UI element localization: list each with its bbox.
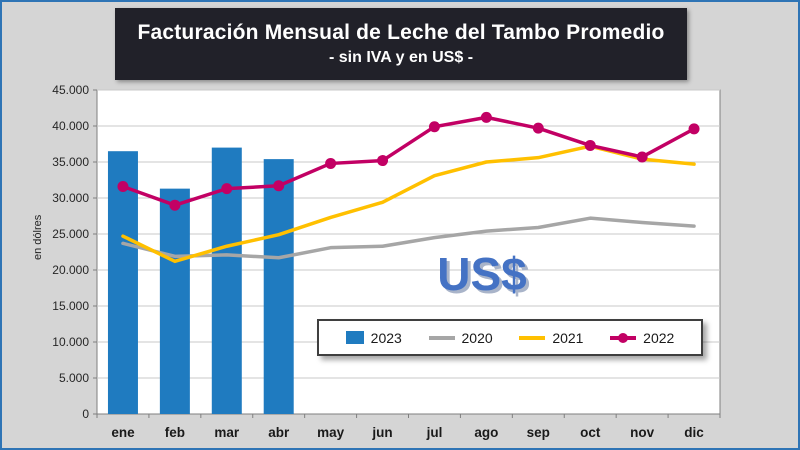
legend-label: 2023 [370,329,402,346]
y-tick-label: 20.000 [52,263,89,277]
x-tick-label: jun [371,425,392,440]
x-tick-label: ene [111,425,135,440]
plot-area [96,89,721,415]
bar [107,151,138,414]
marker [117,180,129,192]
chart-title-box: Facturación Mensual de Leche del Tambo P… [115,8,687,80]
bar [159,188,190,414]
x-tick-label: mar [214,425,240,440]
legend-line-swatch [428,335,455,340]
y-tick-label: 15.000 [52,299,89,313]
x-tick-label: oct [580,425,601,440]
y-tick-label: 30.000 [52,191,89,205]
x-tick-label: may [317,425,345,440]
y-tick-label: 45.000 [52,83,89,97]
chart-legend: 2023 2020 2021 2022 [317,319,703,356]
y-tick-label: 0 [82,407,89,421]
legend-label: 2021 [552,329,584,346]
legend-line-swatch [519,335,546,340]
legend-item-2020: 2020 [428,329,493,346]
marker [221,183,233,195]
marker [325,157,337,169]
y-tick-label: 40.000 [52,119,89,133]
y-tick-label: 35.000 [52,155,89,169]
x-tick-label: nov [630,425,654,440]
y-tick-label: 5.000 [59,371,89,385]
x-tick-label: dic [684,425,704,440]
x-tick-label: sep [527,425,550,440]
legend-marker-dot [618,332,629,343]
chart-title: Facturación Mensual de Leche del Tambo P… [137,21,665,44]
chart-subtitle: - sin IVA y en US$ - [328,49,474,66]
x-tick-label: ago [474,425,498,440]
annotation-us-dollar: US$ [437,248,526,300]
marker [377,155,389,167]
x-tick-label: abr [268,425,290,440]
x-tick-label: feb [165,425,185,440]
marker [584,139,596,151]
annotation-shadow: US$ [440,251,529,303]
marker [532,122,544,134]
marker [636,151,648,163]
legend-item-2023: 2023 [345,329,402,346]
legend-line-swatch [610,332,637,343]
bar [263,159,294,414]
legend-item-2021: 2021 [519,330,583,346]
marker [480,111,492,123]
marker [428,121,440,133]
legend-label: 2022 [643,329,675,346]
x-tick-label: jul [426,425,443,440]
marker [169,199,181,211]
y-axis-title: en dólres [32,214,44,260]
line-series-2022 [121,115,696,207]
legend-bar-swatch [345,331,364,344]
legend-label: 2020 [461,329,493,346]
y-tick-label: 10.000 [52,335,89,349]
legend-item-2022: 2022 [610,330,674,346]
y-tick-label: 25.000 [52,227,89,241]
marker [273,180,285,192]
line-series-2020 [121,216,696,260]
marker [688,123,700,135]
